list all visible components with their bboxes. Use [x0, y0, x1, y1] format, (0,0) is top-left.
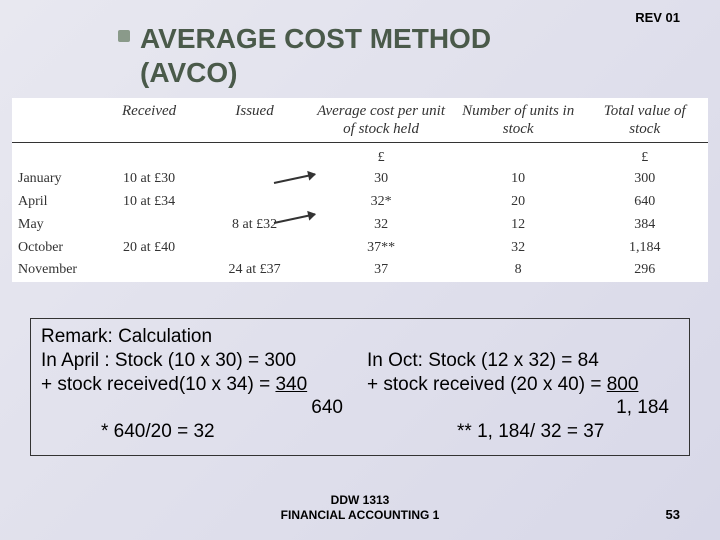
cell-issued: [202, 191, 307, 214]
table-row: October 20 at £40 37** 32 1,184: [12, 237, 708, 260]
header-avg-cost: Average cost per unit of stock held: [307, 98, 455, 143]
avco-table: Received Issued Average cost per unit of…: [12, 98, 708, 282]
cell-tot: 384: [581, 214, 708, 237]
pound-total: £: [581, 143, 708, 168]
cell-num: 8: [455, 259, 582, 282]
cell-avg: 32*: [307, 191, 455, 214]
cell-num: 32: [455, 237, 582, 260]
table-row: November 24 at £37 37 8 296: [12, 259, 708, 282]
header-units: Number of units in stock: [455, 98, 582, 143]
cell-received: [96, 259, 201, 282]
cell-issued: 24 at £37: [202, 259, 307, 282]
cell-tot: 296: [581, 259, 708, 282]
table-header-row: Received Issued Average cost per unit of…: [12, 98, 708, 143]
header-issued: Issued: [202, 98, 307, 143]
currency-row: £ £: [12, 143, 708, 168]
cell-received: [96, 214, 201, 237]
cell-num: 20: [455, 191, 582, 214]
cell-tot: 300: [581, 168, 708, 191]
remark-line: ** 1, 184/ 32 = 37: [367, 420, 679, 444]
cell-month: November: [12, 259, 96, 282]
cell-avg: 37**: [307, 237, 455, 260]
page-number: 53: [666, 507, 680, 522]
header-total: Total value of stock: [581, 98, 708, 143]
cell-month: April: [12, 191, 96, 214]
cell-tot: 1,184: [581, 237, 708, 260]
remark-line: In Oct: Stock (12 x 32) = 84: [367, 349, 679, 373]
page-title: AVERAGE COST METHOD (AVCO): [140, 22, 491, 89]
cell-received: 10 at £34: [96, 191, 201, 214]
footer-line-2: FINANCIAL ACCOUNTING 1: [281, 508, 440, 522]
cell-avg: 37: [307, 259, 455, 282]
remark-line: In April : Stock (10 x 30) = 300: [41, 349, 353, 373]
cell-avg: 30: [307, 168, 455, 191]
cell-issued: [202, 237, 307, 260]
remark-left: In April : Stock (10 x 30) = 300 + stock…: [41, 349, 353, 444]
cell-num: 10: [455, 168, 582, 191]
title-bullet: [118, 30, 130, 42]
remark-line: + stock received (20 x 40) = 800: [367, 373, 679, 397]
avco-table-container: Received Issued Average cost per unit of…: [12, 98, 708, 282]
table-row: January 10 at £30 30 10 300: [12, 168, 708, 191]
remark-line: * 640/20 = 32: [41, 420, 353, 444]
header-month: [12, 98, 96, 143]
header-received: Received: [96, 98, 201, 143]
cell-month: January: [12, 168, 96, 191]
title-line-2: (AVCO): [140, 57, 237, 88]
cell-month: May: [12, 214, 96, 237]
slide-footer: DDW 1313 FINANCIAL ACCOUNTING 1: [0, 493, 720, 522]
title-line-1: AVERAGE COST METHOD: [140, 23, 491, 54]
remark-box: Remark: Calculation In April : Stock (10…: [30, 318, 690, 456]
table-row: April 10 at £34 32* 20 640: [12, 191, 708, 214]
remark-heading: Remark: Calculation: [41, 325, 679, 349]
pound-avg: £: [307, 143, 455, 168]
cell-month: October: [12, 237, 96, 260]
cell-num: 12: [455, 214, 582, 237]
cell-received: 10 at £30: [96, 168, 201, 191]
revision-label: REV 01: [635, 10, 680, 25]
table-row: May 8 at £32 32 12 384: [12, 214, 708, 237]
remark-line: + stock received(10 x 34) = 340: [41, 373, 353, 397]
cell-received: 20 at £40: [96, 237, 201, 260]
remark-line: 1, 184: [367, 396, 679, 420]
cell-avg: 32: [307, 214, 455, 237]
remark-right: In Oct: Stock (12 x 32) = 84 + stock rec…: [367, 349, 679, 444]
footer-line-1: DDW 1313: [331, 493, 390, 507]
cell-tot: 640: [581, 191, 708, 214]
remark-line: 640: [41, 396, 353, 420]
